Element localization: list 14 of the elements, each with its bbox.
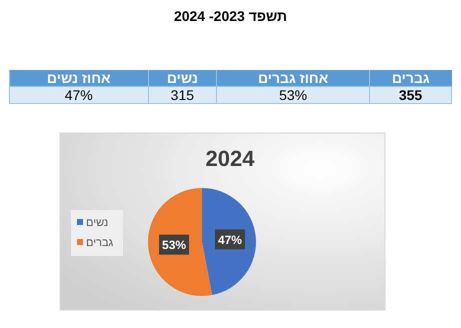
data-label: 53%	[162, 238, 186, 252]
legend-label: גברים	[86, 237, 114, 249]
data-label: 47%	[218, 232, 242, 247]
legend-label: נשים	[86, 217, 108, 229]
text: אחוז נשים	[10, 70, 148, 86]
text: נשים	[148, 70, 217, 86]
text: 355	[370, 86, 452, 104]
text: תשפד 2023- 2024	[172, 8, 288, 24]
chart-title: 2024	[206, 146, 256, 171]
text: אחוז גברים	[216, 70, 370, 86]
text: 47%	[10, 86, 148, 104]
text: גברים	[370, 70, 452, 86]
text: 53%	[216, 86, 370, 104]
text: 315	[148, 86, 217, 104]
